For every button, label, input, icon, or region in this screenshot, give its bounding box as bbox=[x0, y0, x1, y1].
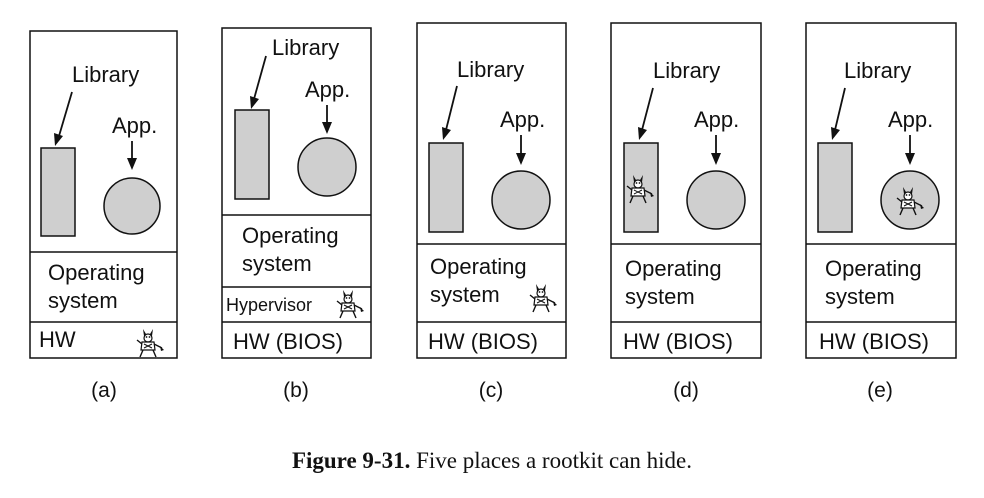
os-label-line2: system bbox=[825, 284, 895, 309]
hw-label: HW (BIOS) bbox=[623, 329, 733, 354]
library-block bbox=[234, 109, 270, 200]
caption-text: Five places a rootkit can hide. bbox=[416, 448, 693, 473]
library-block bbox=[40, 147, 76, 237]
app-label: App. bbox=[112, 113, 157, 138]
sublabel-a: (a) bbox=[91, 379, 117, 402]
sublabel-b: (b) bbox=[283, 379, 309, 402]
figure-caption: Figure 9-31. Five places a rootkit can h… bbox=[0, 448, 984, 474]
os-label-line2: system bbox=[242, 251, 312, 276]
figure-number: Figure 9-31. bbox=[291, 448, 411, 473]
panel-e: Library App. Operating system HW (BIOS) bbox=[805, 22, 957, 359]
os-label-line2: system bbox=[430, 282, 500, 307]
app-label: App. bbox=[888, 107, 933, 132]
library-label: Library bbox=[844, 58, 911, 83]
panel-c: Library App. Operating system HW (BIOS) bbox=[416, 22, 567, 359]
os-label-line1: Operating bbox=[48, 260, 145, 285]
library-label: Library bbox=[272, 35, 339, 60]
sublabel-c: (c) bbox=[479, 379, 504, 402]
hypervisor-label: Hypervisor bbox=[226, 295, 312, 315]
sublabel-e: (e) bbox=[867, 379, 893, 402]
hw-label: HW bbox=[39, 327, 76, 352]
hw-label: HW (BIOS) bbox=[233, 329, 343, 354]
app-label: App. bbox=[694, 107, 739, 132]
panel-a: Library App. Operating system HW bbox=[29, 30, 178, 359]
library-block bbox=[428, 142, 464, 233]
library-label: Library bbox=[653, 58, 720, 83]
library-label: Library bbox=[457, 57, 524, 82]
app-circle bbox=[103, 177, 161, 235]
hw-label: HW (BIOS) bbox=[819, 329, 929, 354]
panel-d: Library App. Operating system HW (BIOS) bbox=[610, 22, 762, 359]
app-circle bbox=[491, 170, 551, 230]
app-circle bbox=[686, 170, 746, 230]
os-label-line1: Operating bbox=[242, 223, 339, 248]
os-label-line2: system bbox=[48, 288, 118, 313]
app-label: App. bbox=[500, 107, 545, 132]
library-label: Library bbox=[72, 62, 139, 87]
os-label-line1: Operating bbox=[625, 256, 722, 281]
os-label-line1: Operating bbox=[430, 254, 527, 279]
sublabel-d: (d) bbox=[673, 379, 699, 402]
library-block bbox=[817, 142, 853, 233]
os-label-line2: system bbox=[625, 284, 695, 309]
os-label-line1: Operating bbox=[825, 256, 922, 281]
app-label: App. bbox=[305, 77, 350, 102]
panel-b: Library App. Operating system Hypervisor… bbox=[221, 27, 372, 359]
hw-label: HW (BIOS) bbox=[428, 329, 538, 354]
app-circle bbox=[297, 137, 357, 197]
